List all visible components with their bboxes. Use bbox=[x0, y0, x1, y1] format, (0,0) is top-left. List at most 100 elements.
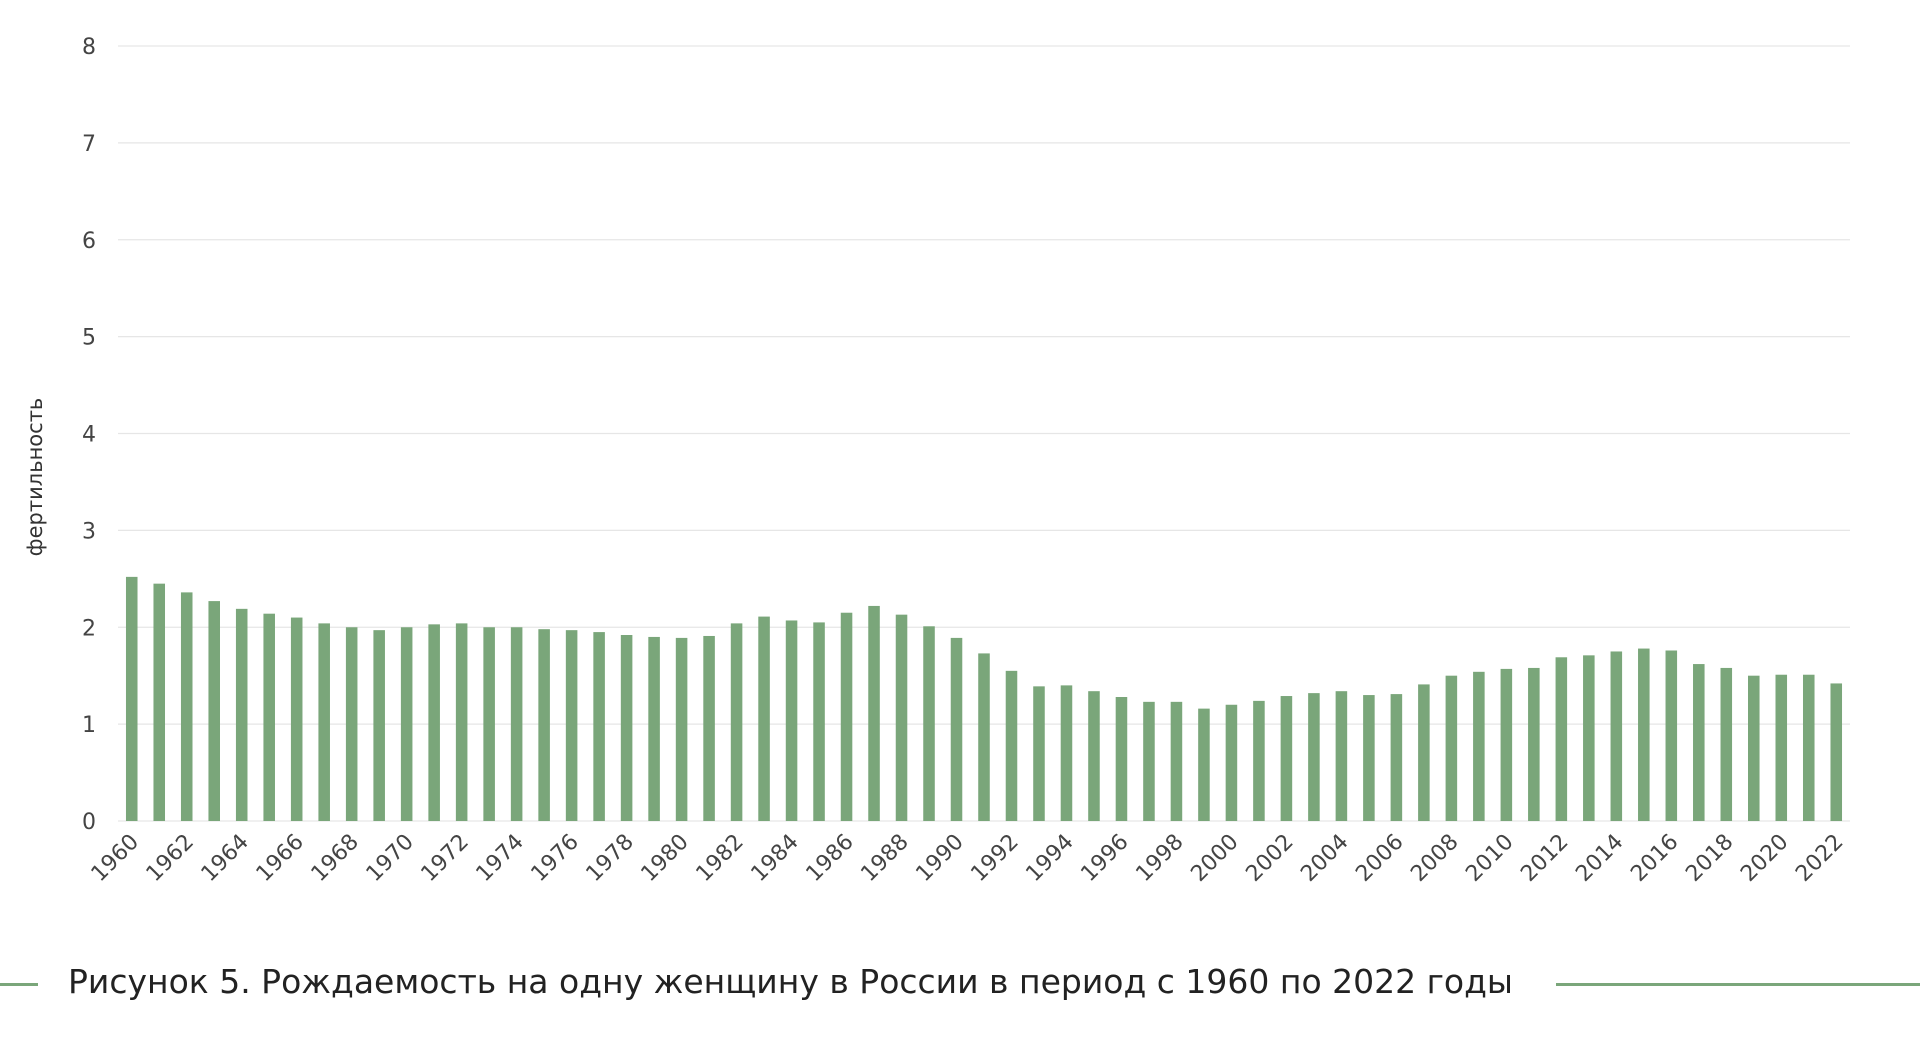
x-tick-label: 1990 bbox=[911, 830, 968, 887]
bar-1986 bbox=[840, 612, 853, 821]
bar-2003 bbox=[1308, 693, 1320, 821]
x-tick-label: 1982 bbox=[692, 830, 749, 887]
bar-2011 bbox=[1528, 667, 1540, 821]
bar-1964 bbox=[235, 608, 248, 821]
bar-1973 bbox=[483, 627, 495, 821]
x-tick-label: 2006 bbox=[1351, 830, 1408, 887]
x-tick-label: 1966 bbox=[252, 830, 309, 887]
x-tick-label: 2016 bbox=[1626, 830, 1683, 887]
bar-2007 bbox=[1418, 684, 1430, 821]
bar-1992 bbox=[1005, 670, 1018, 821]
x-tick-label: 1980 bbox=[637, 830, 694, 887]
x-tick-label: 2004 bbox=[1296, 830, 1353, 887]
bar-1999 bbox=[1198, 708, 1210, 821]
x-tick-label: 2018 bbox=[1681, 830, 1738, 887]
x-tick-label: 1970 bbox=[362, 830, 419, 887]
bar-2004 bbox=[1335, 691, 1348, 821]
x-tick-label: 1978 bbox=[582, 830, 639, 887]
bar-2021 bbox=[1802, 674, 1815, 821]
x-axis-ticks: 1960196219641966196819701972197419761978… bbox=[87, 830, 1849, 887]
bar-2015 bbox=[1638, 648, 1650, 821]
x-tick-label: 1974 bbox=[472, 830, 529, 887]
bar-1995 bbox=[1088, 691, 1100, 821]
bar-1965 bbox=[263, 613, 275, 821]
bar-2010 bbox=[1500, 668, 1513, 821]
x-tick-label: 1968 bbox=[307, 830, 364, 887]
caption-line-left bbox=[0, 983, 38, 986]
bar-1974 bbox=[510, 627, 523, 821]
y-tick-label: 3 bbox=[82, 519, 96, 544]
bar-1998 bbox=[1170, 701, 1183, 821]
figure-caption: Рисунок 5. Рождаемость на одну женщину в… bbox=[68, 962, 1513, 1001]
caption-line-right bbox=[1556, 983, 1920, 986]
bar-1971 bbox=[428, 624, 440, 821]
x-tick-label: 1976 bbox=[527, 830, 584, 887]
x-tick-label: 2010 bbox=[1461, 830, 1518, 887]
bar-1961 bbox=[153, 583, 166, 821]
bar-1976 bbox=[565, 630, 578, 821]
y-tick-label: 1 bbox=[82, 713, 96, 738]
x-tick-label: 2008 bbox=[1406, 830, 1463, 887]
bar-2009 bbox=[1473, 671, 1485, 821]
bar-1993 bbox=[1033, 686, 1045, 821]
bar-1983 bbox=[758, 616, 770, 821]
x-tick-label: 1984 bbox=[747, 830, 804, 887]
bar-2001 bbox=[1253, 700, 1265, 821]
bar-1981 bbox=[703, 635, 715, 821]
x-tick-label: 1972 bbox=[417, 830, 474, 887]
bar-2002 bbox=[1280, 696, 1293, 821]
bar-1979 bbox=[648, 636, 660, 821]
x-tick-label: 1992 bbox=[966, 830, 1023, 887]
bar-1977 bbox=[593, 632, 605, 821]
y-tick-label: 6 bbox=[82, 229, 96, 254]
bar-1987 bbox=[868, 605, 880, 821]
bar-2005 bbox=[1363, 695, 1375, 821]
y-tick-label: 5 bbox=[82, 326, 96, 351]
bar-1978 bbox=[620, 635, 633, 821]
x-tick-label: 1988 bbox=[856, 830, 913, 887]
bar-1969 bbox=[373, 630, 385, 821]
bar-1980 bbox=[675, 637, 688, 821]
x-tick-label: 2000 bbox=[1186, 830, 1243, 887]
bar-1968 bbox=[345, 627, 358, 821]
y-tick-label: 7 bbox=[82, 132, 96, 157]
bar-1982 bbox=[730, 623, 743, 821]
y-tick-label: 0 bbox=[82, 810, 96, 835]
y-tick-label: 8 bbox=[82, 35, 96, 60]
bar-2017 bbox=[1693, 664, 1705, 821]
bar-1996 bbox=[1115, 697, 1128, 821]
bar-2008 bbox=[1445, 675, 1458, 821]
bar-1994 bbox=[1060, 685, 1073, 821]
bar-1966 bbox=[290, 617, 303, 821]
bar-2000 bbox=[1225, 704, 1238, 821]
x-tick-label: 1998 bbox=[1131, 830, 1188, 887]
x-tick-label: 2022 bbox=[1791, 830, 1848, 887]
bar-1990 bbox=[950, 637, 963, 821]
x-tick-label: 1994 bbox=[1021, 830, 1078, 887]
bar-1972 bbox=[455, 623, 468, 821]
bar-2020 bbox=[1775, 674, 1788, 821]
bars bbox=[125, 576, 1843, 821]
bar-1984 bbox=[785, 620, 798, 821]
bar-1988 bbox=[895, 614, 908, 821]
bar-2013 bbox=[1583, 655, 1595, 821]
x-tick-label: 2020 bbox=[1736, 830, 1793, 887]
x-tick-label: 1986 bbox=[802, 830, 859, 887]
fertility-bar-chart: 0 1 2 3 4 5 6 7 8 196019621964196619681970197219… bbox=[23, 35, 1850, 887]
x-tick-label: 1960 bbox=[87, 830, 144, 887]
bar-1962 bbox=[180, 592, 193, 821]
bar-2006 bbox=[1390, 694, 1403, 821]
x-tick-label: 1996 bbox=[1076, 830, 1133, 887]
bar-1991 bbox=[978, 653, 990, 821]
bar-1970 bbox=[400, 627, 413, 821]
bar-2022 bbox=[1830, 683, 1843, 821]
bar-1989 bbox=[923, 626, 935, 821]
bar-1960 bbox=[125, 576, 138, 821]
y-tick-label: 2 bbox=[82, 616, 96, 641]
bar-1975 bbox=[538, 629, 550, 821]
bar-2014 bbox=[1610, 651, 1623, 821]
x-tick-label: 2014 bbox=[1571, 830, 1628, 887]
bar-2012 bbox=[1555, 657, 1568, 821]
y-tick-label: 4 bbox=[82, 423, 96, 448]
x-tick-label: 1962 bbox=[142, 830, 199, 887]
